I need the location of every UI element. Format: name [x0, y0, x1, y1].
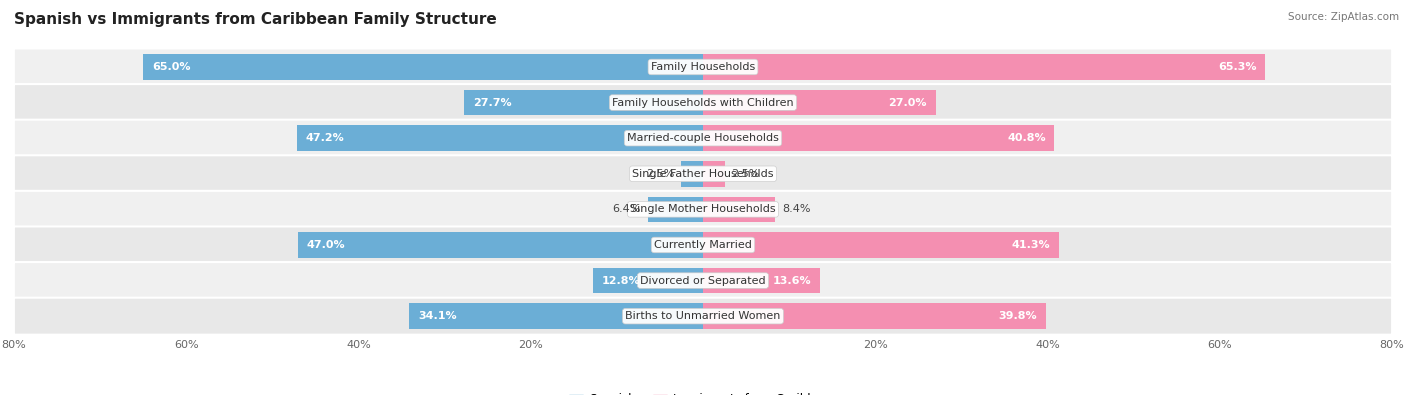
Text: Births to Unmarried Women: Births to Unmarried Women — [626, 311, 780, 321]
Text: Family Households with Children: Family Households with Children — [612, 98, 794, 107]
Text: 2.5%: 2.5% — [731, 169, 759, 179]
Bar — [703, 197, 775, 222]
Bar — [682, 161, 703, 186]
Text: 8.4%: 8.4% — [782, 204, 811, 214]
Text: Married-couple Households: Married-couple Households — [627, 133, 779, 143]
FancyBboxPatch shape — [14, 155, 1392, 192]
Text: 65.0%: 65.0% — [152, 62, 190, 72]
FancyBboxPatch shape — [14, 49, 1392, 85]
Text: Single Father Households: Single Father Households — [633, 169, 773, 179]
FancyBboxPatch shape — [14, 298, 1392, 335]
Bar — [298, 232, 703, 258]
Text: 65.3%: 65.3% — [1218, 62, 1257, 72]
FancyBboxPatch shape — [14, 262, 1392, 299]
FancyBboxPatch shape — [14, 120, 1392, 157]
Text: 12.8%: 12.8% — [602, 276, 640, 286]
FancyBboxPatch shape — [14, 226, 1392, 263]
Bar — [593, 268, 703, 293]
Text: 2.5%: 2.5% — [647, 169, 675, 179]
Text: Divorced or Separated: Divorced or Separated — [640, 276, 766, 286]
Text: Family Households: Family Households — [651, 62, 755, 72]
Text: 39.8%: 39.8% — [998, 311, 1038, 321]
Text: 41.3%: 41.3% — [1011, 240, 1050, 250]
Text: 27.0%: 27.0% — [889, 98, 927, 107]
Bar — [703, 303, 1046, 329]
Bar — [703, 161, 724, 186]
Bar — [703, 125, 1054, 151]
Bar — [703, 232, 1059, 258]
Bar — [297, 125, 703, 151]
Bar — [703, 54, 1265, 80]
Bar — [464, 90, 703, 115]
Text: 13.6%: 13.6% — [773, 276, 811, 286]
FancyBboxPatch shape — [14, 84, 1392, 121]
Text: 40.8%: 40.8% — [1007, 133, 1046, 143]
Text: Single Mother Households: Single Mother Households — [630, 204, 776, 214]
Text: Currently Married: Currently Married — [654, 240, 752, 250]
Text: 27.7%: 27.7% — [472, 98, 512, 107]
Text: 34.1%: 34.1% — [418, 311, 457, 321]
Text: 47.0%: 47.0% — [307, 240, 346, 250]
Bar — [703, 90, 935, 115]
Bar — [648, 197, 703, 222]
Bar — [143, 54, 703, 80]
Text: 6.4%: 6.4% — [613, 204, 641, 214]
FancyBboxPatch shape — [14, 191, 1392, 228]
Legend: Spanish, Immigrants from Caribbean: Spanish, Immigrants from Caribbean — [564, 388, 842, 395]
Text: Source: ZipAtlas.com: Source: ZipAtlas.com — [1288, 12, 1399, 22]
Text: Spanish vs Immigrants from Caribbean Family Structure: Spanish vs Immigrants from Caribbean Fam… — [14, 12, 496, 27]
Bar — [409, 303, 703, 329]
Bar — [703, 268, 820, 293]
Text: 47.2%: 47.2% — [305, 133, 344, 143]
